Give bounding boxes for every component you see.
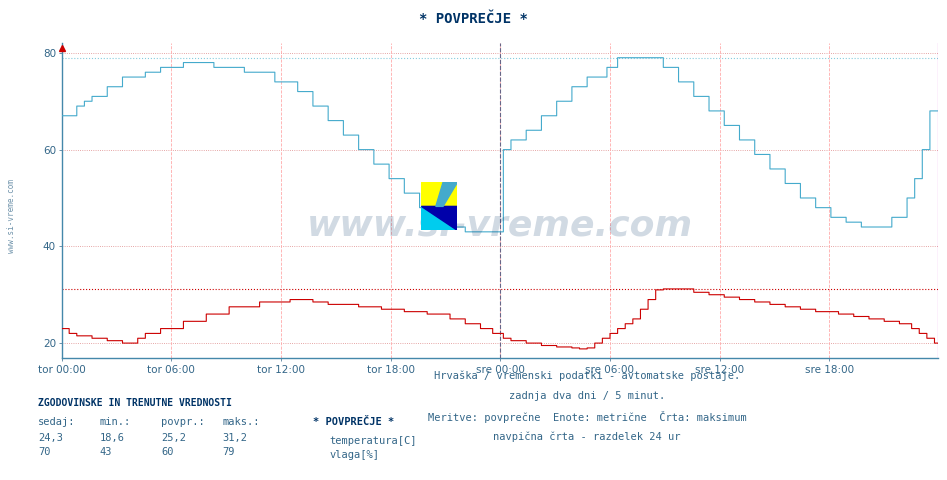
Text: 31,2: 31,2 (223, 432, 247, 443)
Text: min.:: min.: (99, 417, 131, 427)
Text: 60: 60 (161, 447, 173, 457)
Text: sedaj:: sedaj: (38, 417, 76, 427)
Text: 18,6: 18,6 (99, 432, 124, 443)
Text: navpična črta - razdelek 24 ur: navpična črta - razdelek 24 ur (493, 431, 681, 442)
Text: www.si-vreme.com: www.si-vreme.com (307, 208, 692, 242)
Text: 43: 43 (99, 447, 112, 457)
Polygon shape (436, 182, 457, 206)
Text: Meritve: povprečne  Enote: metrične  Črta: maksimum: Meritve: povprečne Enote: metrične Črta:… (428, 411, 746, 423)
Text: www.si-vreme.com: www.si-vreme.com (7, 179, 16, 253)
Text: vlaga[%]: vlaga[%] (330, 450, 380, 460)
Text: * POVPREČJE *: * POVPREČJE * (313, 417, 394, 427)
Text: 25,2: 25,2 (161, 432, 186, 443)
Polygon shape (421, 206, 457, 230)
Text: temperatura[C]: temperatura[C] (330, 436, 417, 445)
Text: ZGODOVINSKE IN TRENUTNE VREDNOSTI: ZGODOVINSKE IN TRENUTNE VREDNOSTI (38, 397, 232, 408)
Text: zadnja dva dni / 5 minut.: zadnja dva dni / 5 minut. (509, 391, 665, 401)
Text: maks.:: maks.: (223, 417, 260, 427)
Text: povpr.:: povpr.: (161, 417, 205, 427)
Bar (421, 182, 457, 206)
Text: * POVPREČJE *: * POVPREČJE * (420, 12, 527, 26)
Polygon shape (421, 206, 457, 230)
Text: 24,3: 24,3 (38, 432, 63, 443)
Text: 79: 79 (223, 447, 235, 457)
Text: Hrvaška / vremenski podatki - avtomatske postaje.: Hrvaška / vremenski podatki - avtomatske… (434, 371, 741, 381)
Text: 70: 70 (38, 447, 50, 457)
